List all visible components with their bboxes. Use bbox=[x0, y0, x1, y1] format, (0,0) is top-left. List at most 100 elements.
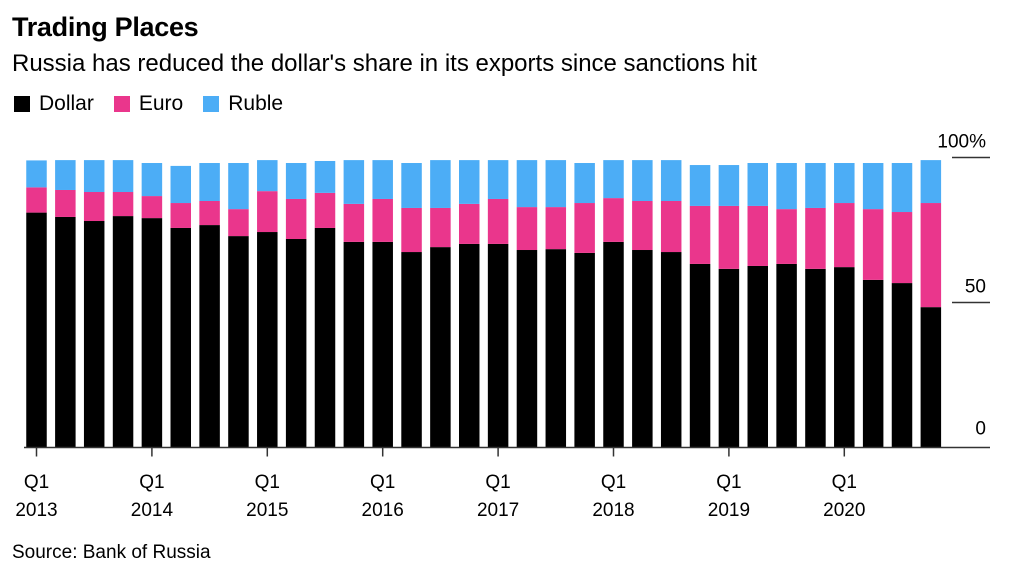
bar-euro bbox=[257, 191, 278, 233]
chart-title: Trading Places bbox=[12, 12, 199, 42]
bar-stack bbox=[112, 160, 134, 448]
bar-ruble bbox=[718, 165, 740, 206]
bar-ruble bbox=[141, 163, 163, 197]
bar-ruble bbox=[343, 160, 365, 204]
bar-ruble bbox=[430, 160, 451, 208]
bar-dollar bbox=[516, 250, 538, 448]
x-tick-label-year: 2019 bbox=[708, 500, 750, 521]
bar-stack bbox=[603, 160, 624, 448]
x-tick-label-quarter: Q1 bbox=[485, 472, 510, 493]
bar-stack bbox=[26, 160, 47, 448]
chart-subtitle: Russia has reduced the dollar's share in… bbox=[12, 50, 757, 77]
bar-dollar bbox=[83, 221, 105, 448]
x-tick-label-year: 2016 bbox=[362, 500, 404, 521]
bar-ruble bbox=[372, 160, 393, 199]
x-tick-label-quarter: Q1 bbox=[139, 472, 164, 493]
bar-euro bbox=[747, 205, 768, 266]
bar-dollar bbox=[920, 307, 942, 448]
bar-ruble bbox=[83, 160, 105, 193]
bar-ruble bbox=[660, 160, 682, 201]
bar-stack bbox=[487, 160, 509, 448]
bar-dollar bbox=[343, 241, 365, 448]
x-tick-label-quarter: Q1 bbox=[716, 472, 741, 493]
bar-dollar bbox=[574, 252, 595, 448]
bar-euro bbox=[343, 203, 365, 242]
y-axis: 0 50 100% bbox=[937, 132, 990, 440]
y-tick-label: 100% bbox=[937, 132, 986, 153]
bar-dollar bbox=[603, 241, 624, 448]
bar-euro bbox=[516, 207, 538, 251]
bar-ruble bbox=[55, 160, 76, 190]
bar-ruble bbox=[199, 163, 220, 201]
bar-ruble bbox=[805, 163, 826, 208]
bar-stack bbox=[55, 160, 76, 448]
bar-ruble bbox=[516, 160, 538, 208]
bar-stack bbox=[170, 165, 191, 448]
bar-ruble bbox=[747, 163, 768, 206]
legend-label-euro: Euro bbox=[138, 92, 184, 115]
bar-dollar bbox=[372, 241, 393, 448]
bar-stack bbox=[516, 160, 538, 448]
bar-stack bbox=[401, 163, 422, 448]
bar-euro bbox=[314, 192, 336, 228]
bar-euro bbox=[26, 187, 47, 213]
bar-stack bbox=[805, 163, 826, 448]
bar-ruble bbox=[170, 165, 191, 204]
bar-euro bbox=[459, 203, 480, 244]
bar-ruble bbox=[862, 163, 884, 210]
legend: Dollar Euro Ruble bbox=[14, 92, 303, 116]
bar-ruble bbox=[776, 163, 797, 210]
bar-euro bbox=[603, 198, 624, 242]
bar-euro bbox=[545, 207, 567, 250]
bar-dollar bbox=[141, 218, 163, 448]
bar-ruble bbox=[920, 160, 942, 204]
legend-swatch-dollar bbox=[14, 96, 30, 112]
bar-euro bbox=[805, 207, 826, 269]
x-tick-label-year: 2020 bbox=[823, 500, 865, 521]
bar-dollar bbox=[401, 252, 422, 448]
bar-euro bbox=[83, 192, 105, 222]
bar-dollar bbox=[430, 247, 451, 448]
x-tick-label-quarter: Q1 bbox=[255, 472, 280, 493]
bar-euro bbox=[141, 196, 163, 219]
legend-label-ruble: Ruble bbox=[228, 92, 284, 115]
bar-stack bbox=[83, 160, 105, 448]
bar-dollar bbox=[747, 265, 768, 448]
bar-dollar bbox=[805, 268, 826, 448]
bar-euro bbox=[574, 203, 595, 253]
bar-ruble bbox=[632, 160, 653, 201]
bar-dollar bbox=[718, 268, 740, 448]
bar-euro bbox=[199, 201, 220, 226]
bars-group bbox=[26, 160, 942, 448]
bar-ruble bbox=[603, 160, 624, 199]
bar-stack bbox=[430, 160, 451, 448]
bar-ruble bbox=[459, 160, 480, 204]
legend-swatch-euro bbox=[113, 96, 130, 112]
bar-stack bbox=[372, 160, 393, 448]
bar-stack bbox=[776, 163, 797, 448]
bar-dollar bbox=[112, 216, 134, 448]
bar-stack bbox=[632, 160, 653, 448]
bar-stack bbox=[228, 163, 249, 448]
bar-stack bbox=[257, 160, 278, 448]
bar-dollar bbox=[891, 283, 913, 448]
bar-ruble bbox=[689, 165, 711, 206]
bar-ruble bbox=[285, 163, 307, 199]
bar-ruble bbox=[401, 163, 422, 208]
bar-euro bbox=[834, 203, 855, 268]
source-note: Source: Bank of Russia bbox=[12, 542, 211, 563]
bar-dollar bbox=[170, 227, 191, 448]
bar-euro bbox=[401, 207, 422, 253]
bar-dollar bbox=[459, 243, 480, 448]
bar-ruble bbox=[228, 163, 249, 210]
x-tick-label-quarter: Q1 bbox=[601, 472, 626, 493]
bar-ruble bbox=[834, 163, 855, 204]
y-tick-label: 50 bbox=[965, 277, 986, 298]
bar-ruble bbox=[112, 160, 134, 193]
x-tick-label-year: 2013 bbox=[15, 500, 57, 521]
x-tick-label-year: 2015 bbox=[246, 500, 288, 521]
bar-ruble bbox=[314, 160, 336, 193]
legend-label-dollar: Dollar bbox=[39, 92, 94, 115]
bar-euro bbox=[372, 198, 393, 242]
bar-euro bbox=[55, 189, 76, 217]
